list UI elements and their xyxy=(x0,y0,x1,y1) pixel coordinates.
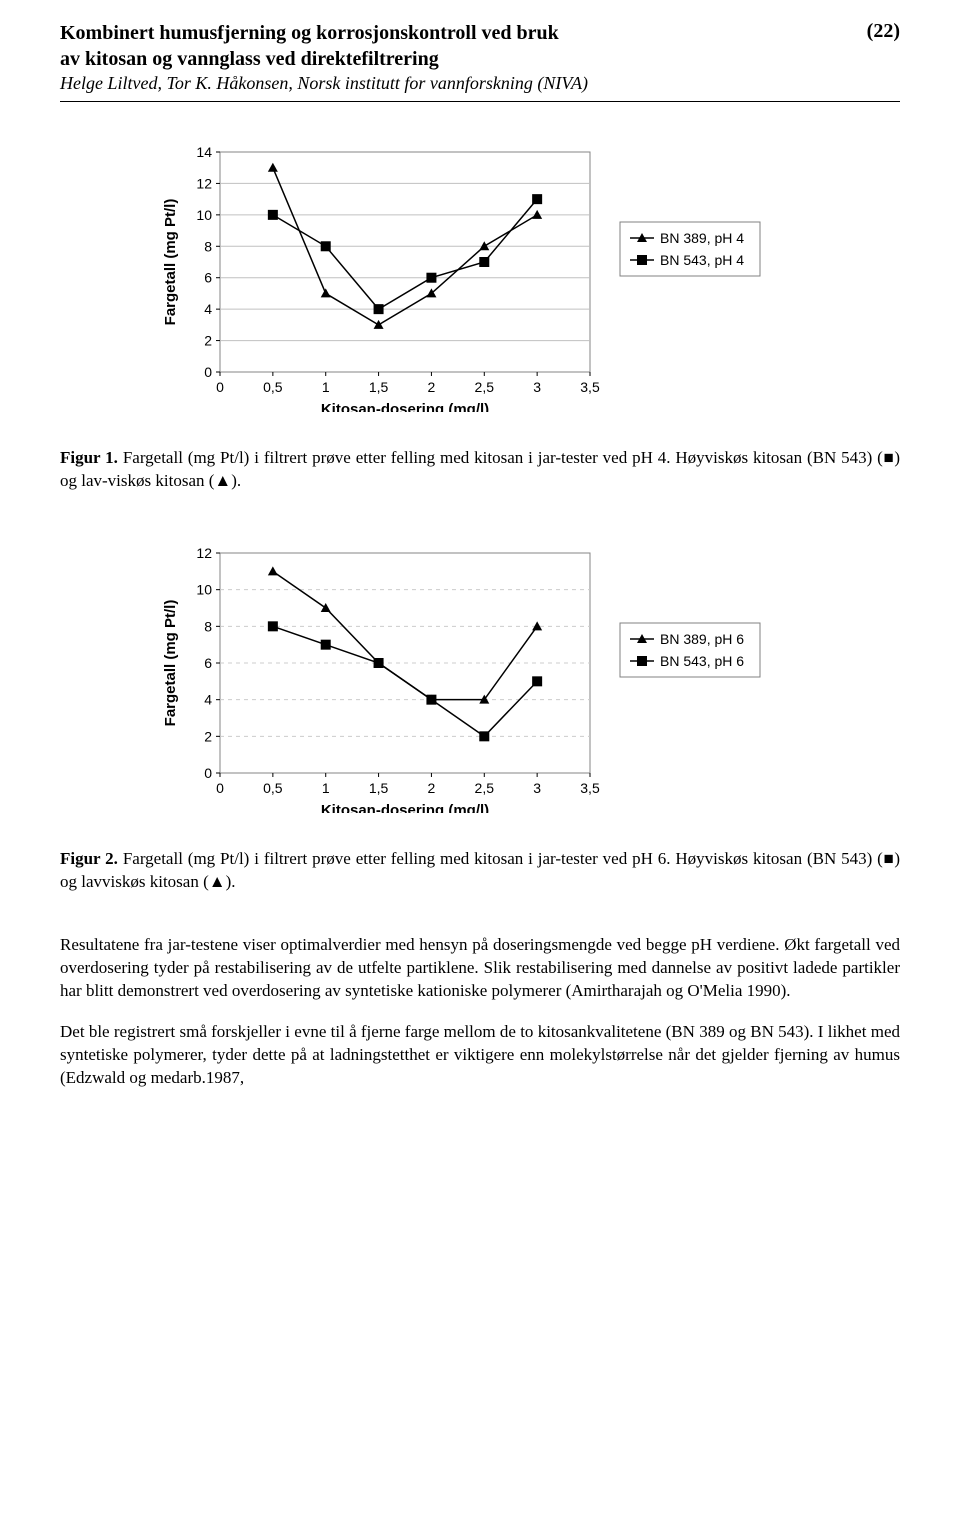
svg-text:0: 0 xyxy=(204,765,212,781)
figure-1-caption: Figur 1. Fargetall (mg Pt/l) i filtrert … xyxy=(60,447,900,493)
title-line-1: Kombinert humusfjerning og korrosjonskon… xyxy=(60,20,559,46)
chart-2-wrap: 0 2 4 6 8 10 12 0 0,5 1 1,5 2 2,5 3 3,5 Fargetall (mg P… xyxy=(150,533,900,818)
svg-text:1: 1 xyxy=(322,780,330,796)
page-number: (22) xyxy=(867,20,900,43)
svg-text:10: 10 xyxy=(196,582,212,598)
figure-2-caption: Figur 2. Fargetall (mg Pt/l) i filtrert … xyxy=(60,848,900,894)
svg-text:Kitosan-dosering (mg/l): Kitosan-dosering (mg/l) xyxy=(321,401,489,412)
svg-text:1,5: 1,5 xyxy=(369,379,389,395)
caption-2-text: Fargetall (mg Pt/l) i filtrert prøve ett… xyxy=(60,849,900,891)
svg-text:2: 2 xyxy=(428,379,436,395)
svg-text:3: 3 xyxy=(533,379,541,395)
caption-2-bold: Figur 2. xyxy=(60,849,118,868)
svg-text:2: 2 xyxy=(204,333,212,349)
svg-text:6: 6 xyxy=(204,270,212,286)
title-line-2: av kitosan og vannglass ved direktefiltr… xyxy=(60,46,559,72)
header-title-block: Kombinert humusfjerning og korrosjonskon… xyxy=(60,20,559,72)
caption-1-bold: Figur 1. xyxy=(60,448,118,467)
authors: Helge Liltved, Tor K. Håkonsen, Norsk in… xyxy=(60,72,900,95)
svg-text:0: 0 xyxy=(216,379,224,395)
svg-text:2,5: 2,5 xyxy=(475,379,495,395)
svg-text:3,5: 3,5 xyxy=(580,780,600,796)
svg-text:2,5: 2,5 xyxy=(475,780,495,796)
svg-text:0: 0 xyxy=(216,780,224,796)
chart-2: 0 2 4 6 8 10 12 0 0,5 1 1,5 2 2,5 3 3,5 Fargetall (mg P… xyxy=(150,533,770,813)
caption-1-text: Fargetall (mg Pt/l) i filtrert prøve ett… xyxy=(60,448,900,490)
svg-text:8: 8 xyxy=(204,619,212,635)
body-paragraph-1: Resultatene fra jar-testene viser optima… xyxy=(60,934,900,1003)
svg-text:8: 8 xyxy=(204,239,212,255)
svg-text:BN 543, pH 4: BN 543, pH 4 xyxy=(660,252,744,268)
svg-text:4: 4 xyxy=(204,692,212,708)
svg-text:1,5: 1,5 xyxy=(369,780,389,796)
svg-text:0: 0 xyxy=(204,364,212,380)
svg-text:2: 2 xyxy=(428,780,436,796)
svg-text:12: 12 xyxy=(196,545,212,561)
header-row: Kombinert humusfjerning og korrosjonskon… xyxy=(60,20,900,72)
svg-text:10: 10 xyxy=(196,207,212,223)
svg-text:Fargetall (mg Pt/l): Fargetall (mg Pt/l) xyxy=(162,199,179,326)
svg-text:Fargetall (mg Pt/l): Fargetall (mg Pt/l) xyxy=(162,600,179,727)
chart-1-wrap: 0 2 4 6 8 10 12 14 0 0,5 1 1,5 2 2,5 3 3,5 Fargetall (mg… xyxy=(150,132,900,417)
svg-text:1: 1 xyxy=(322,379,330,395)
svg-text:0,5: 0,5 xyxy=(263,379,283,395)
svg-text:BN 389, pH 4: BN 389, pH 4 xyxy=(660,230,744,246)
body-paragraph-2: Det ble registrert små forskjeller i evn… xyxy=(60,1021,900,1090)
svg-text:6: 6 xyxy=(204,655,212,671)
svg-text:Kitosan-dosering (mg/l): Kitosan-dosering (mg/l) xyxy=(321,802,489,813)
page-header: Kombinert humusfjerning og korrosjonskon… xyxy=(60,20,900,102)
svg-text:BN 389, pH 6: BN 389, pH 6 xyxy=(660,631,744,647)
svg-text:12: 12 xyxy=(196,176,212,192)
svg-text:3: 3 xyxy=(533,780,541,796)
svg-text:0,5: 0,5 xyxy=(263,780,283,796)
svg-text:14: 14 xyxy=(196,144,212,160)
svg-text:BN 543, pH 6: BN 543, pH 6 xyxy=(660,653,744,669)
chart-1: 0 2 4 6 8 10 12 14 0 0,5 1 1,5 2 2,5 3 3,5 Fargetall (mg… xyxy=(150,132,770,412)
svg-text:3,5: 3,5 xyxy=(580,379,600,395)
svg-text:2: 2 xyxy=(204,729,212,745)
svg-text:4: 4 xyxy=(204,302,212,318)
